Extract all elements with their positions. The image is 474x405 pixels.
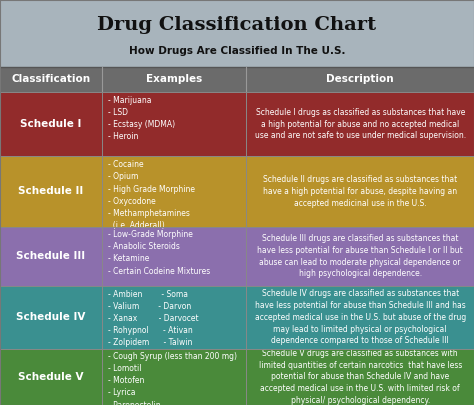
Text: Schedule III: Schedule III bbox=[17, 251, 85, 261]
Text: - Cough Syrup (less than 200 mg)
- Lomotil
- Motofen
- Lyrica
- Parepectolin: - Cough Syrup (less than 200 mg) - Lomot… bbox=[108, 352, 237, 405]
Text: Schedule II drugs are classified as substances that
have a high potential for ab: Schedule II drugs are classified as subs… bbox=[263, 175, 457, 208]
Text: - Ambien        - Soma
- Valium        - Darvon
- Xanax         - Darvocet
- Roh: - Ambien - Soma - Valium - Darvon - Xana… bbox=[108, 290, 198, 347]
Text: Drug Classification Chart: Drug Classification Chart bbox=[98, 16, 376, 34]
Text: Description: Description bbox=[327, 75, 394, 84]
Text: Schedule V drugs are classified as substances with
limited quantities of certain: Schedule V drugs are classified as subst… bbox=[258, 349, 462, 405]
Text: Classification: Classification bbox=[11, 75, 91, 84]
FancyBboxPatch shape bbox=[0, 67, 474, 92]
Text: How Drugs Are Classified In The U.S.: How Drugs Are Classified In The U.S. bbox=[129, 46, 345, 56]
Text: Schedule I drugs as classified as substances that have
a high potential for abus: Schedule I drugs as classified as substa… bbox=[255, 108, 466, 140]
Text: Schedule IV drugs are classified as substances that
have less potential for abus: Schedule IV drugs are classified as subs… bbox=[255, 289, 466, 345]
Text: Schedule I: Schedule I bbox=[20, 119, 82, 129]
Text: Schedule IV: Schedule IV bbox=[16, 312, 86, 322]
FancyBboxPatch shape bbox=[0, 92, 474, 156]
Text: Schedule II: Schedule II bbox=[18, 186, 83, 196]
Text: - Marijuana
- LSD
- Ecstasy (MDMA)
- Heroin: - Marijuana - LSD - Ecstasy (MDMA) - Her… bbox=[108, 96, 175, 141]
FancyBboxPatch shape bbox=[0, 226, 474, 286]
Text: Examples: Examples bbox=[146, 75, 202, 84]
Text: Schedule III drugs are classified as substances that
have less potential for abu: Schedule III drugs are classified as sub… bbox=[257, 234, 463, 279]
FancyBboxPatch shape bbox=[0, 156, 474, 226]
Text: Schedule V: Schedule V bbox=[18, 372, 84, 382]
Text: - Cocaine
- Opium
- High Grade Morphine
- Oxycodone
- Methamphetamines
  (i.e. A: - Cocaine - Opium - High Grade Morphine … bbox=[108, 160, 195, 230]
FancyBboxPatch shape bbox=[0, 0, 474, 67]
Text: - Low-Grade Morphine
- Anabolic Steroids
- Ketamine
- Certain Codeine Mixtures: - Low-Grade Morphine - Anabolic Steroids… bbox=[108, 230, 210, 275]
FancyBboxPatch shape bbox=[0, 349, 474, 405]
FancyBboxPatch shape bbox=[0, 286, 474, 349]
